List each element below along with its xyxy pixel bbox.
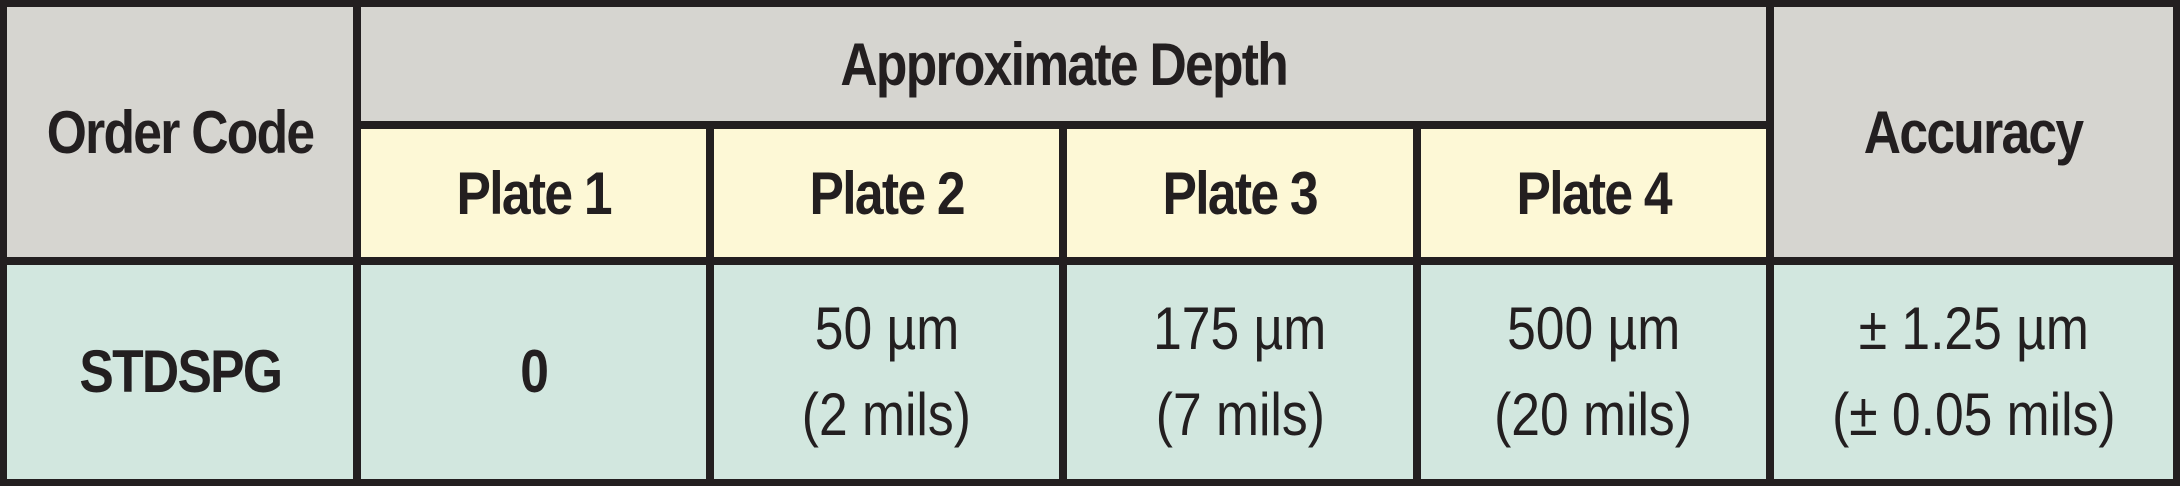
cell-text: (± 0.05 mils) bbox=[1831, 381, 2116, 448]
cell-text: 175 µm bbox=[1153, 295, 1327, 362]
cell-text: Plate 2 bbox=[809, 159, 965, 227]
cell-text: (20 mils) bbox=[1494, 381, 1693, 448]
body-cell: 500 µm (20 mils) bbox=[1421, 265, 1766, 479]
subheader-cell: Plate 2 bbox=[714, 129, 1059, 257]
cell-text: STDSPG bbox=[79, 338, 283, 405]
subheader-cell: Plate 3 bbox=[1067, 129, 1413, 257]
cell-text: (2 mils) bbox=[801, 381, 972, 448]
cell-text: Accuracy bbox=[1864, 98, 2084, 166]
header-cell: Order Code bbox=[7, 7, 353, 257]
subheader-cell: Plate 4 bbox=[1421, 129, 1766, 257]
subheader-cell: Plate 1 bbox=[361, 129, 706, 257]
cell-text: 50 µm bbox=[814, 295, 959, 362]
cell-text: Plate 3 bbox=[1162, 159, 1319, 227]
cell-text: ± 1.25 µm bbox=[1858, 295, 2089, 362]
body-cell: 175 µm (7 mils) bbox=[1067, 265, 1413, 479]
cell-text: Approximate Depth bbox=[840, 30, 1288, 98]
cell-text: 500 µm bbox=[1506, 295, 1681, 362]
body-cell: 0 bbox=[361, 265, 706, 479]
cell-text: 0 bbox=[520, 338, 549, 405]
cell-text: Plate 4 bbox=[1516, 159, 1672, 227]
body-cell: STDSPG bbox=[7, 265, 353, 479]
body-cell: ± 1.25 µm (± 0.05 mils) bbox=[1774, 265, 2173, 479]
cell-text: (7 mils) bbox=[1155, 381, 1325, 448]
header-cell: Approximate Depth bbox=[361, 7, 1766, 121]
cell-text: Order Code bbox=[46, 98, 315, 166]
body-cell: 50 µm (2 mils) bbox=[714, 265, 1059, 479]
header-cell: Accuracy bbox=[1774, 7, 2173, 257]
cell-text: Plate 1 bbox=[456, 159, 612, 227]
